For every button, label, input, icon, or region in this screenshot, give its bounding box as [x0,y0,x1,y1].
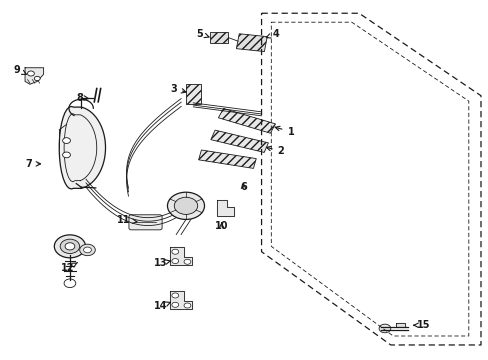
Polygon shape [59,107,105,189]
Text: 5: 5 [196,29,209,39]
Bar [198,150,256,168]
Polygon shape [216,201,233,216]
Text: 14: 14 [154,301,170,311]
Text: 8: 8 [76,93,89,103]
Circle shape [60,239,80,253]
Circle shape [27,71,34,76]
Text: 9: 9 [13,64,26,75]
Circle shape [83,247,91,253]
Text: 4: 4 [266,29,279,39]
Bar [218,108,275,133]
Circle shape [171,293,178,298]
Circle shape [171,302,178,307]
Text: 13: 13 [154,258,170,268]
Circle shape [34,76,40,81]
Circle shape [171,258,178,264]
Bar [209,32,228,43]
Polygon shape [170,247,192,265]
Polygon shape [395,323,405,327]
Circle shape [167,192,204,220]
Circle shape [65,243,75,250]
Bar [185,84,200,104]
Bar [236,34,267,51]
Circle shape [62,152,70,158]
Text: 2: 2 [266,146,284,156]
Text: 6: 6 [240,182,246,192]
Circle shape [174,197,197,215]
FancyBboxPatch shape [129,215,162,230]
Text: 12: 12 [61,262,78,273]
Circle shape [183,303,190,308]
Text: 7: 7 [25,159,41,169]
Polygon shape [25,68,43,84]
Polygon shape [170,291,192,309]
Circle shape [62,138,70,143]
Circle shape [171,249,178,254]
Circle shape [378,324,390,333]
Text: 11: 11 [117,215,137,225]
Circle shape [183,259,190,264]
Text: 1: 1 [275,126,294,136]
Circle shape [80,244,95,256]
Text: 15: 15 [413,320,430,330]
Text: 3: 3 [170,84,185,94]
Bar [210,130,268,152]
Text: 10: 10 [214,221,228,231]
Circle shape [54,235,85,258]
